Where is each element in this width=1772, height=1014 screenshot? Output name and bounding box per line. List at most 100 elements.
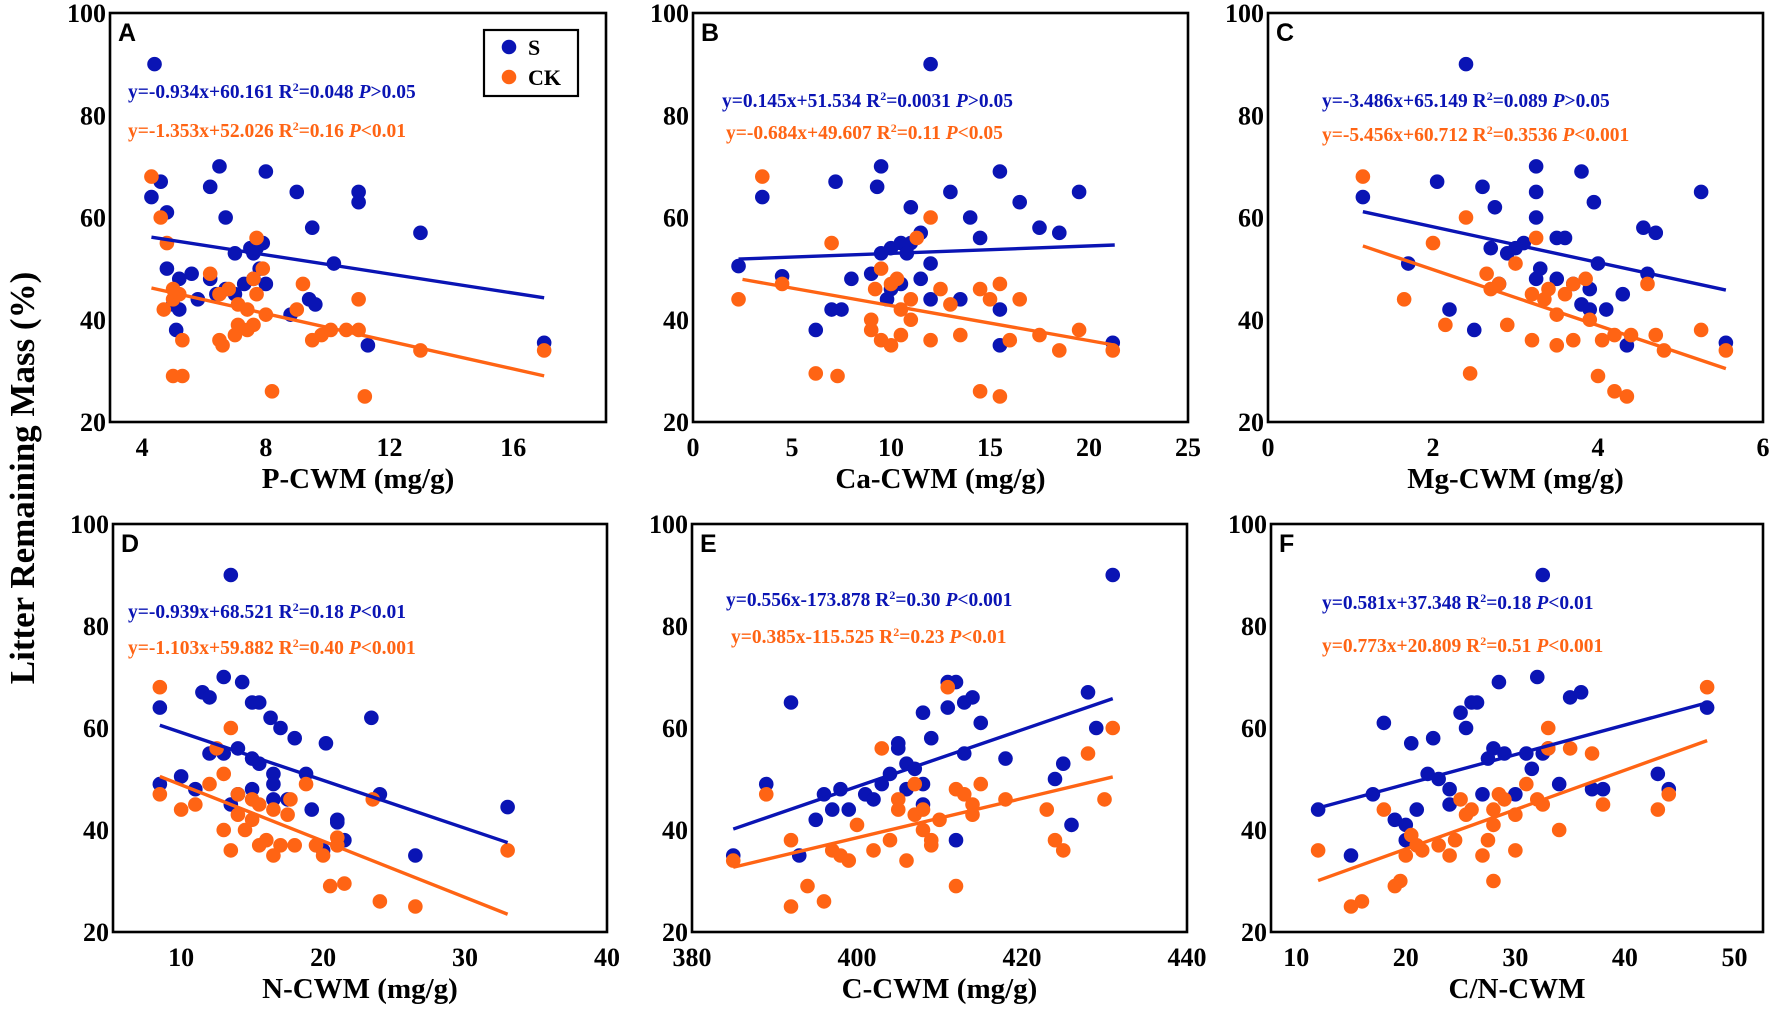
- y-tick-label: 100: [650, 0, 689, 28]
- x-tick-label: 0: [1262, 433, 1275, 462]
- data-point-ck: [873, 261, 889, 276]
- legend-marker-s: [501, 39, 517, 55]
- data-point-ck: [308, 838, 324, 853]
- equation-part: <0.01: [1548, 593, 1593, 614]
- data-point-s: [923, 256, 938, 271]
- data-point-ck: [755, 169, 770, 184]
- data-point-s: [1442, 781, 1457, 797]
- data-point-s: [1355, 189, 1371, 205]
- data-point-ck: [175, 368, 190, 384]
- y-tick-label: 100: [1228, 510, 1267, 539]
- data-point-ck: [1447, 832, 1463, 848]
- data-point-s: [943, 184, 958, 200]
- data-point-ck: [940, 679, 956, 695]
- equation-part: y=0.145x+51.534 R: [722, 91, 881, 112]
- data-point-ck: [903, 292, 919, 307]
- x-axis-title: C/N-CWM: [1449, 973, 1586, 1005]
- data-point-s: [1582, 302, 1598, 317]
- data-point-ck: [1524, 332, 1540, 348]
- equation-part: 2: [889, 588, 895, 602]
- data-point-s: [808, 812, 824, 828]
- data-point-ck: [1693, 322, 1709, 338]
- x-tick-label: 4: [1592, 433, 1605, 462]
- data-point-s: [1425, 730, 1441, 746]
- equation-part: y=-3.486x+65.149 R: [1322, 91, 1488, 112]
- data-point-ck: [1012, 292, 1027, 307]
- data-point-ck: [1105, 720, 1121, 736]
- data-point-ck: [1052, 343, 1067, 358]
- data-point-ck: [1355, 169, 1371, 184]
- regression-equation-s: y=0.145x+51.534 R2=0.0031 P>0.05: [722, 89, 1013, 112]
- data-point-ck: [1519, 776, 1534, 792]
- data-point-ck: [1699, 679, 1715, 695]
- data-point-ck: [893, 327, 909, 343]
- equation-part: 2: [880, 89, 886, 103]
- data-point-ck: [1414, 843, 1430, 858]
- x-tick-label: 30: [1502, 943, 1528, 972]
- fit-line-ck: [732, 775, 1114, 869]
- data-point-ck: [866, 843, 881, 858]
- data-point-ck: [156, 302, 172, 317]
- data-point-s: [1483, 240, 1499, 256]
- data-point-s: [834, 302, 849, 317]
- data-point-ck: [1578, 271, 1593, 287]
- data-point-s: [1442, 302, 1457, 317]
- data-point-ck: [1508, 256, 1523, 271]
- data-point-s: [731, 258, 746, 274]
- data-point-ck: [992, 276, 1008, 292]
- data-point-s: [1458, 720, 1474, 736]
- x-axis-title: N-CWM (mg/g): [262, 973, 458, 1005]
- data-point-s: [1105, 567, 1121, 583]
- data-point-s: [1376, 715, 1392, 731]
- y-tick-label: 40: [663, 306, 689, 335]
- plot-frame: [691, 11, 1190, 424]
- data-point-ck: [992, 389, 1008, 404]
- data-point-ck: [1310, 843, 1326, 858]
- data-point-s: [923, 56, 938, 72]
- data-point-s: [1528, 184, 1544, 200]
- data-point-ck: [280, 807, 295, 822]
- data-point-ck: [1039, 802, 1055, 817]
- data-point-ck: [1557, 286, 1573, 302]
- equation-part: y=-0.934x+60.161 R: [128, 82, 294, 103]
- data-point-ck: [175, 332, 190, 348]
- y-tick-label: 100: [649, 510, 688, 539]
- data-point-ck: [322, 878, 338, 894]
- equation-part: y=-1.103x+59.882 R: [128, 638, 294, 659]
- fit-line-ck: [1317, 739, 1708, 883]
- equation-part: 2: [1487, 123, 1493, 137]
- plot-frame: [108, 11, 608, 424]
- equation-part: >0.05: [370, 82, 415, 103]
- data-point-ck: [1508, 843, 1523, 858]
- data-point-ck: [1393, 873, 1408, 889]
- data-point-ck: [725, 853, 741, 868]
- data-point-ck: [933, 281, 948, 297]
- data-point-s: [144, 189, 159, 205]
- equation-part: 2: [1480, 591, 1486, 605]
- data-point-ck: [500, 843, 515, 858]
- y-tick-label: 40: [80, 306, 106, 335]
- y-tick-label: 20: [80, 408, 106, 437]
- data-point-ck: [1565, 332, 1581, 348]
- x-tick-label: 15: [977, 433, 1003, 462]
- fit-line-ck: [742, 277, 1116, 347]
- y-tick-label: 40: [83, 816, 109, 845]
- data-point-ck: [800, 878, 815, 894]
- equation-part: =0.089: [1493, 91, 1553, 112]
- data-point-ck: [783, 832, 799, 848]
- x-tick-label: 12: [377, 433, 403, 462]
- data-point-s: [1508, 787, 1523, 802]
- data-point-ck: [536, 343, 552, 358]
- data-point-s: [913, 271, 928, 287]
- regression-equation-ck: y=0.385x-115.525 R2=0.23 P<0.01: [731, 625, 1007, 648]
- data-point-s: [755, 189, 770, 205]
- data-point-ck: [1376, 802, 1392, 817]
- panel-label: E: [700, 530, 717, 558]
- data-points: [731, 56, 1121, 404]
- data-point-ck: [152, 679, 168, 695]
- data-point-s: [1055, 756, 1071, 771]
- data-point-ck: [889, 271, 905, 287]
- panel-label: C: [1276, 19, 1294, 47]
- regression-equation-s: y=0.556x-173.878 R2=0.30 P<0.001: [726, 588, 1012, 611]
